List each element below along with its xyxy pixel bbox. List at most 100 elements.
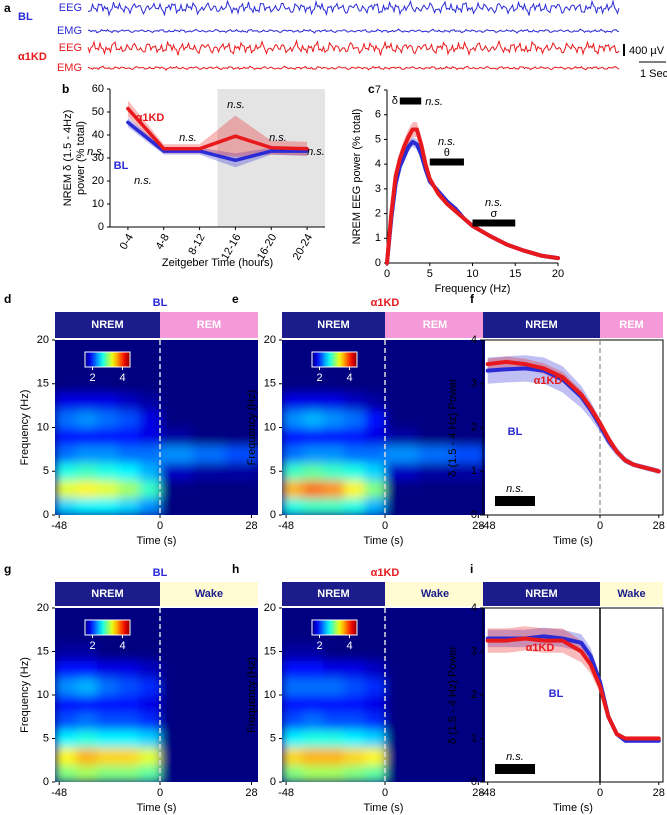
heatmap-cell — [282, 410, 304, 429]
heatmap-cell — [302, 462, 324, 481]
heatmap-cell — [192, 695, 226, 713]
series-line — [485, 636, 661, 741]
heatmap-cell — [139, 642, 161, 661]
heatmap-cell — [97, 677, 119, 696]
x-tick-label: 5 — [427, 268, 433, 280]
heatmap-cell — [76, 660, 98, 679]
heatmap-cell — [139, 747, 161, 766]
y-tick-label: 0 — [375, 257, 381, 269]
heatmap-cell — [225, 480, 258, 499]
y-tick-label: 0 — [471, 776, 477, 788]
heatmap-cell — [139, 660, 161, 679]
heatmap-cell — [451, 764, 485, 782]
annotation: n.s. — [134, 175, 152, 187]
heatmap-cell — [192, 497, 226, 515]
y-tick-label: 5 — [270, 465, 276, 477]
annotation: n.s. — [87, 146, 105, 158]
heatmap-cell — [118, 642, 140, 661]
heatmap-cells — [55, 608, 258, 782]
x-tick-label: 0 — [597, 787, 603, 799]
y-tick-label: 40 — [92, 129, 104, 141]
heatmap-cell — [323, 764, 345, 782]
heatmap-cell — [225, 712, 258, 731]
error-band — [487, 355, 659, 474]
panel-letter: a — [4, 1, 11, 15]
heatmap-cell — [282, 660, 304, 679]
panel-letter: c — [368, 82, 375, 96]
heatmap-cell — [118, 660, 140, 679]
x-axis-label: Zeitgeber Time (hours) — [162, 257, 273, 269]
heatmap-cell — [343, 497, 365, 515]
heatmap-cell — [418, 480, 453, 499]
colorbar-label: 4 — [119, 372, 125, 384]
heatmap-cell — [385, 625, 419, 644]
heatmap-cell — [323, 497, 345, 515]
state-band — [282, 312, 385, 338]
colorbar-label: 2 — [89, 640, 95, 652]
heatmap-cell — [160, 480, 194, 499]
heatmap-cell — [118, 392, 140, 411]
colorbar-label: 4 — [346, 640, 352, 652]
heatmap-cell — [451, 608, 485, 626]
heatmap-cell — [76, 642, 98, 661]
y-tick-label: 15 — [264, 378, 276, 390]
heatmap-cell — [76, 764, 98, 782]
heatmap-cell — [55, 497, 77, 515]
heatmap-cell — [55, 712, 77, 731]
heatmap-cell — [418, 375, 453, 394]
heatmap-cell — [139, 462, 161, 481]
heatmap-cell — [139, 695, 161, 713]
y-axis-label: power (% total) — [75, 121, 87, 195]
x-tick-label: -48 — [51, 787, 67, 799]
heatmap-cell — [118, 677, 140, 696]
heatmap-cell — [118, 695, 140, 713]
heatmap-cell — [139, 608, 161, 626]
heatmap-cell — [139, 392, 161, 411]
heatmap-cell — [118, 747, 140, 766]
x-tick-label: 15 — [509, 268, 521, 280]
colorbar-label: 4 — [346, 372, 352, 384]
heatmap-cell — [139, 427, 161, 446]
heatmap-cell — [160, 695, 194, 713]
state-band — [385, 312, 485, 338]
heatmap-cell — [55, 427, 77, 446]
heatmap-cell — [76, 712, 98, 731]
heatmap-cell — [385, 695, 419, 713]
error-band — [127, 100, 308, 157]
x-axis-label: Time (s) — [137, 535, 177, 547]
heatmap-cell — [343, 729, 365, 748]
heatmap-cell — [364, 608, 386, 626]
heatmap-cell — [160, 764, 194, 782]
heatmap-cell — [118, 375, 140, 394]
y-tick-label: 0 — [270, 509, 276, 521]
heatmap-cell — [76, 392, 98, 411]
heatmap-cell — [192, 729, 226, 748]
heatmap-cell — [364, 729, 386, 748]
heatmap-cell — [139, 625, 161, 644]
y-tick-label: 4 — [375, 158, 381, 170]
heatmap-cell — [282, 677, 304, 696]
heatmap-cell — [282, 625, 304, 644]
state-label: REM — [197, 319, 221, 331]
y-tick-label: 10 — [264, 689, 276, 701]
heatmap-cell — [385, 480, 419, 499]
colorbar — [311, 351, 358, 368]
heatmap-cell — [302, 729, 324, 748]
heatmap-cell — [418, 712, 453, 731]
heatmap-cell — [418, 764, 453, 782]
y-axis-label: δ (1.5 - 4 Hz) Power — [447, 378, 459, 477]
heatmap-cell — [385, 642, 419, 661]
channel-label: EEG — [59, 2, 82, 14]
heatmap-cell — [282, 764, 304, 782]
heatmap-cell — [418, 427, 453, 446]
heatmap-cell — [97, 497, 119, 515]
state-band — [600, 312, 663, 338]
heatmap-cell — [192, 375, 226, 394]
y-tick-label: 1 — [471, 732, 477, 744]
x-tick-label: -48 — [51, 520, 67, 532]
panel-letter: e — [232, 292, 239, 306]
heatmap-cell — [97, 764, 119, 782]
heatmap-cell — [418, 625, 453, 644]
heatmap-cell — [97, 445, 119, 464]
panel-letter: b — [62, 82, 69, 96]
